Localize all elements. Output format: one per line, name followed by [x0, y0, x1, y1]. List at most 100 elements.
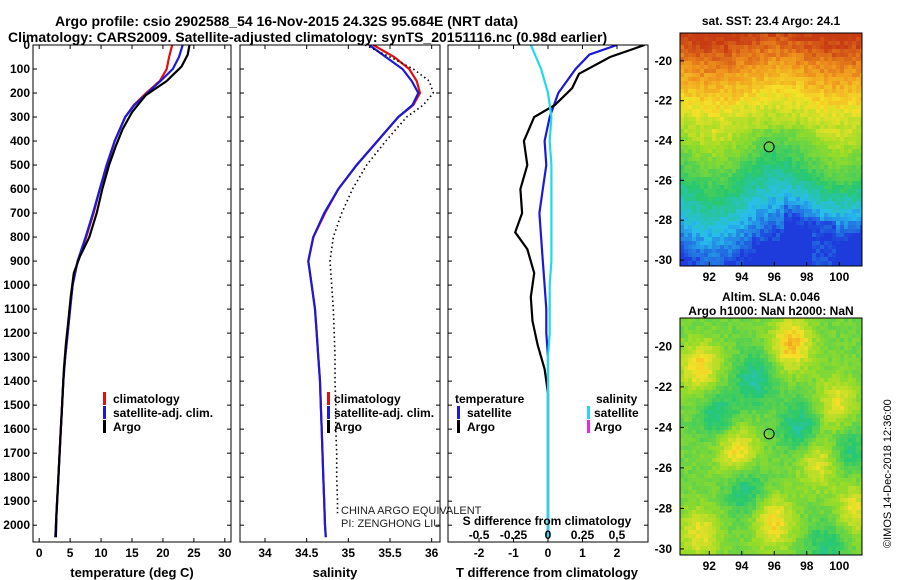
heatmap-cell — [712, 101, 717, 106]
heatmap-cell — [824, 133, 829, 138]
heatmap-cell — [712, 426, 717, 431]
heatmap-cell — [812, 225, 817, 230]
heatmap-cell — [812, 241, 817, 246]
heatmap-cell — [752, 350, 757, 355]
heatmap-cell — [708, 414, 713, 419]
heatmap-cell — [684, 173, 689, 178]
heatmap-cell — [800, 197, 805, 202]
heatmap-cell — [704, 474, 709, 479]
heatmap-cell — [808, 394, 813, 399]
heatmap-cell — [728, 85, 733, 90]
heatmap-cell — [784, 370, 789, 375]
heatmap-cell — [704, 209, 709, 214]
heatmap-cell — [748, 394, 753, 399]
heatmap-cell — [696, 137, 701, 142]
heatmap-cell — [772, 390, 777, 395]
heatmap-cell — [684, 133, 689, 138]
heatmap-cell — [844, 169, 849, 174]
series-line-s-satellite — [529, 45, 553, 538]
heatmap-cell — [732, 229, 737, 234]
heatmap-cell — [720, 430, 725, 435]
heatmap-cell — [832, 470, 837, 475]
heatmap-cell — [848, 458, 853, 463]
heatmap-cell — [824, 89, 829, 94]
heatmap-cell — [736, 149, 741, 154]
heatmap-cell — [804, 466, 809, 471]
heatmap-cell — [828, 201, 833, 206]
heatmap-cell — [812, 430, 817, 435]
heatmap-cell — [848, 73, 853, 78]
heatmap-cell — [796, 185, 801, 190]
heatmap-cell — [816, 89, 821, 94]
heatmap-cell — [728, 338, 733, 343]
heatmap-cell — [680, 149, 685, 154]
heatmap-cell — [752, 326, 757, 331]
heatmap-cell — [720, 342, 725, 347]
heatmap-cell — [772, 53, 777, 58]
heatmap-cell — [748, 137, 753, 142]
heatmap-cell — [792, 217, 797, 222]
heatmap-cell — [748, 478, 753, 483]
heatmap-cell — [760, 378, 765, 383]
heatmap-cell — [716, 141, 721, 146]
heatmap-cell — [808, 237, 813, 242]
heatmap-cell — [704, 185, 709, 190]
heatmap-cell — [708, 354, 713, 359]
heatmap-cell — [680, 125, 685, 130]
heatmap-cell — [776, 330, 781, 335]
heatmap-cell — [832, 77, 837, 82]
heatmap-cell — [700, 61, 705, 66]
heatmap-cell — [752, 458, 757, 463]
heatmap-cell — [704, 486, 709, 491]
heatmap-cell — [712, 390, 717, 395]
heatmap-cell — [848, 225, 853, 230]
heatmap-cell — [828, 350, 833, 355]
heatmap-cell — [856, 318, 861, 323]
heatmap-cell — [820, 49, 825, 54]
heatmap-cell — [764, 241, 769, 246]
heatmap-cell — [728, 61, 733, 66]
heatmap-cell — [724, 89, 729, 94]
heatmap-cell — [808, 390, 813, 395]
heatmap-cell — [728, 57, 733, 62]
heatmap-cell — [852, 342, 857, 347]
heatmap-cell — [696, 121, 701, 126]
heatmap-cell — [852, 378, 857, 383]
heatmap-cell — [852, 438, 857, 443]
heatmap-cell — [720, 193, 725, 198]
heatmap-cell — [844, 137, 849, 142]
heatmap-cell — [844, 446, 849, 451]
heatmap-cell — [860, 37, 862, 42]
heatmap-cell — [840, 141, 845, 146]
heatmap-cell — [788, 418, 793, 423]
heatmap-cell — [748, 209, 753, 214]
heatmap-cell — [696, 57, 701, 62]
heatmap-cell — [848, 89, 853, 94]
heatmap-cell — [704, 334, 709, 339]
heatmap-cell — [856, 330, 861, 335]
heatmap-cell — [832, 386, 837, 391]
heatmap-cell — [856, 454, 861, 459]
heatmap-cell — [836, 93, 841, 98]
heatmap-cell — [840, 225, 845, 230]
heatmap-cell — [776, 177, 781, 182]
heatmap-cell — [852, 69, 857, 74]
heatmap-cell — [740, 486, 745, 491]
heatmap-cell — [720, 153, 725, 158]
heatmap-cell — [768, 197, 773, 202]
heatmap-cell — [716, 101, 721, 106]
heatmap-cell — [820, 478, 825, 483]
heatmap-cell — [860, 466, 862, 471]
heatmap-cell — [680, 85, 685, 90]
heatmap-cell — [796, 113, 801, 118]
heatmap-cell — [840, 93, 845, 98]
heatmap-cell — [744, 382, 749, 387]
heatmap-cell — [728, 434, 733, 439]
heatmap-cell — [768, 157, 773, 162]
heatmap-cell — [828, 153, 833, 158]
heatmap-cell — [792, 338, 797, 343]
heatmap-cell — [804, 209, 809, 214]
heatmap-cell — [688, 193, 693, 198]
heatmap-cell — [792, 245, 797, 250]
s-diff-tick-label: -0.5 — [469, 528, 490, 542]
